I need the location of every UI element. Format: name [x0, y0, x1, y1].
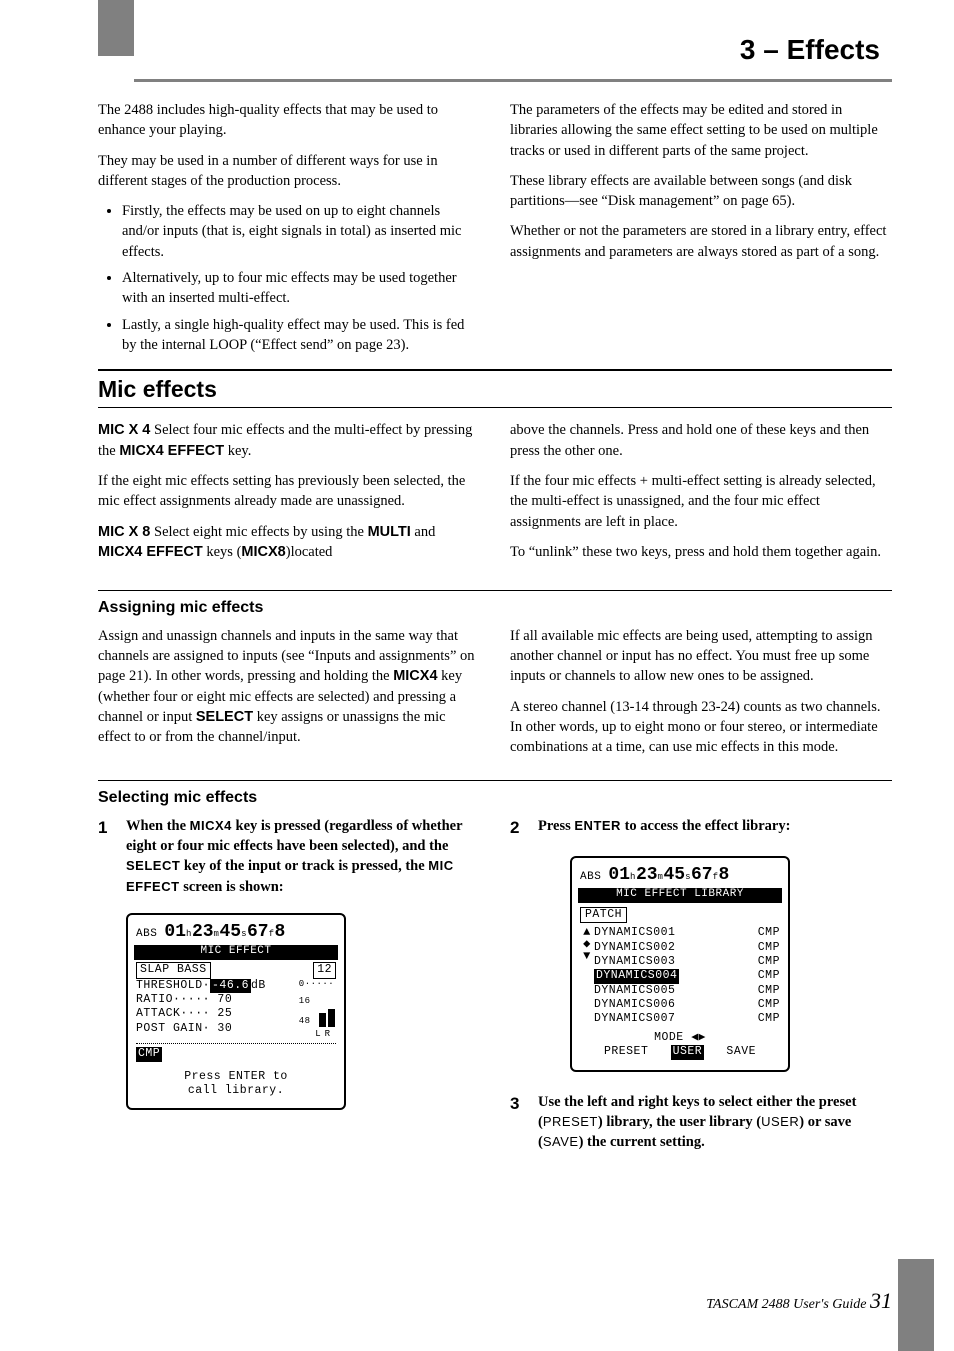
intro-r-p2: These library effects are available betw…: [510, 171, 892, 212]
intro-li1: Firstly, the effects may be used on up t…: [122, 201, 480, 262]
step-1-num: 1: [98, 816, 114, 897]
step-1-text: When the MICX4 key is pressed (regardles…: [126, 816, 480, 897]
lcd1-meter: 0····· 16 48 LR: [299, 979, 336, 1041]
footer-book: TASCAM 2488 User's Guide: [706, 1297, 866, 1312]
lcd1-hint1: Press ENTER to: [136, 1070, 336, 1084]
lcd1-channel: 12: [313, 962, 336, 978]
page-footer: TASCAM 2488 User's Guide 31: [706, 1286, 892, 1317]
intro-r-p3: Whether or not the parameters are stored…: [510, 221, 892, 262]
lcd2-list-item: DYNAMICS003CMP: [594, 955, 780, 969]
step-2-text: Press ENTER to access the effect library…: [538, 816, 790, 840]
intro-li3: Lastly, a single high-quality effect may…: [122, 315, 480, 356]
section-mic-effects: Mic effects MIC X 4 Select four mic effe…: [98, 369, 892, 572]
micx4-para: MIC X 4 Select four mic effects and the …: [98, 420, 480, 461]
lcd2-title: MIC EFFECT LIBRARY: [578, 888, 782, 903]
micx4-label: MIC X 4: [98, 422, 150, 438]
assign-right-p1: If all available mic effects are being u…: [510, 626, 892, 687]
intro-p2: They may be used in a number of differen…: [98, 151, 480, 192]
lcd2-modes: PRESET USER SAVE: [580, 1045, 780, 1059]
lcd1-preset: SLAP BASS: [136, 962, 211, 978]
subsection-title-selecting: Selecting mic effects: [98, 787, 892, 809]
lcd2-list-item: DYNAMICS005CMP: [594, 984, 780, 998]
subsection-title-assigning: Assigning mic effects: [98, 597, 892, 619]
chapter-header: 3 – Effects: [134, 24, 892, 82]
lcd2-list-item: DYNAMICS001CMP: [594, 926, 780, 940]
subsection-assigning: Assigning mic effects Assign and unassig…: [98, 590, 892, 762]
lcd2-mode-label: MODE ◀▶: [580, 1031, 780, 1045]
mic-right-p1: above the channels. Press and hold one o…: [510, 420, 892, 461]
lcd2-mode-selected: USER: [671, 1045, 705, 1059]
lcd1-params: THRESHOLD·-46.6dBRATIO····· 70ATTACK····…: [136, 979, 266, 1037]
intro-columns: The 2488 includes high-quality effects t…: [98, 100, 892, 355]
lcd2-list-item: DYNAMICS002CMP: [594, 941, 780, 955]
lcd1-hint2: call library.: [136, 1084, 336, 1098]
mic-right-p2: If the four mic effects + multi-effect s…: [510, 471, 892, 532]
intro-p1: The 2488 includes high-quality effects t…: [98, 100, 480, 141]
step-2-num: 2: [510, 816, 526, 840]
lcd1-param-row: ATTACK···· 25: [136, 1007, 266, 1021]
scroll-arrows: ▲◆▼: [580, 926, 594, 962]
accent-left: [98, 0, 134, 56]
step-1: 1 When the MICX4 key is pressed (regardl…: [98, 816, 480, 897]
meter-l: [319, 1013, 326, 1027]
mic-right-p3: To “unlink” these two keys, press and ho…: [510, 542, 892, 562]
assign-right-p2: A stereo channel (13-14 through 23-24) c…: [510, 697, 892, 758]
micx8-para: MIC X 8 Select eight mic effects by usin…: [98, 522, 480, 563]
lcd1-timecode: ABS 01h23m45s67f8: [136, 921, 336, 944]
lcd-mic-effect: ABS 01h23m45s67f8 MIC EFFECT SLAP BASS 1…: [126, 913, 346, 1111]
lcd2-timecode: ABS 01h23m45s67f8: [580, 864, 780, 887]
assign-left-p: Assign and unassign channels and inputs …: [98, 626, 480, 748]
step-3: 3 Use the left and right keys to select …: [510, 1092, 892, 1153]
section-title-mic: Mic effects: [98, 373, 892, 405]
lcd-effect-library: ABS 01h23m45s67f8 MIC EFFECT LIBRARY PAT…: [570, 856, 790, 1072]
lcd2-list-item: DYNAMICS006CMP: [594, 998, 780, 1012]
lcd2-list: DYNAMICS001CMPDYNAMICS002CMPDYNAMICS003C…: [594, 926, 780, 1027]
footer-page: 31: [870, 1288, 892, 1313]
lcd1-param-row: THRESHOLD·-46.6dB: [136, 979, 266, 993]
lcd1-title: MIC EFFECT: [134, 945, 338, 960]
lcd1-tag: CMP: [136, 1047, 162, 1061]
lcd1-param-row: POST GAIN· 30: [136, 1022, 266, 1036]
accent-right: [898, 1259, 934, 1351]
meter-r: [328, 1009, 335, 1027]
micx4-key: MICX4 EFFECT: [119, 443, 224, 459]
lcd2-subtitle: PATCH: [580, 907, 627, 923]
step-2: 2 Press ENTER to access the effect libra…: [510, 816, 892, 840]
step-3-text: Use the left and right keys to select ei…: [538, 1092, 892, 1153]
lcd2-list-item: DYNAMICS007CMP: [594, 1012, 780, 1026]
lcd1-param-row: RATIO····· 70: [136, 993, 266, 1007]
intro-r-p1: The parameters of the effects may be edi…: [510, 100, 892, 161]
intro-list: Firstly, the effects may be used on up t…: [98, 201, 480, 355]
step-3-num: 3: [510, 1092, 526, 1153]
micx4-note: If the eight mic effects setting has pre…: [98, 471, 480, 512]
chapter-title: 3 – Effects: [134, 30, 880, 69]
subsection-selecting: Selecting mic effects 1 When the MICX4 k…: [98, 780, 892, 1168]
intro-li2: Alternatively, up to four mic effects ma…: [122, 268, 480, 309]
micx8-label: MIC X 8: [98, 524, 150, 540]
lcd2-list-item: DYNAMICS004CMP: [594, 969, 780, 983]
